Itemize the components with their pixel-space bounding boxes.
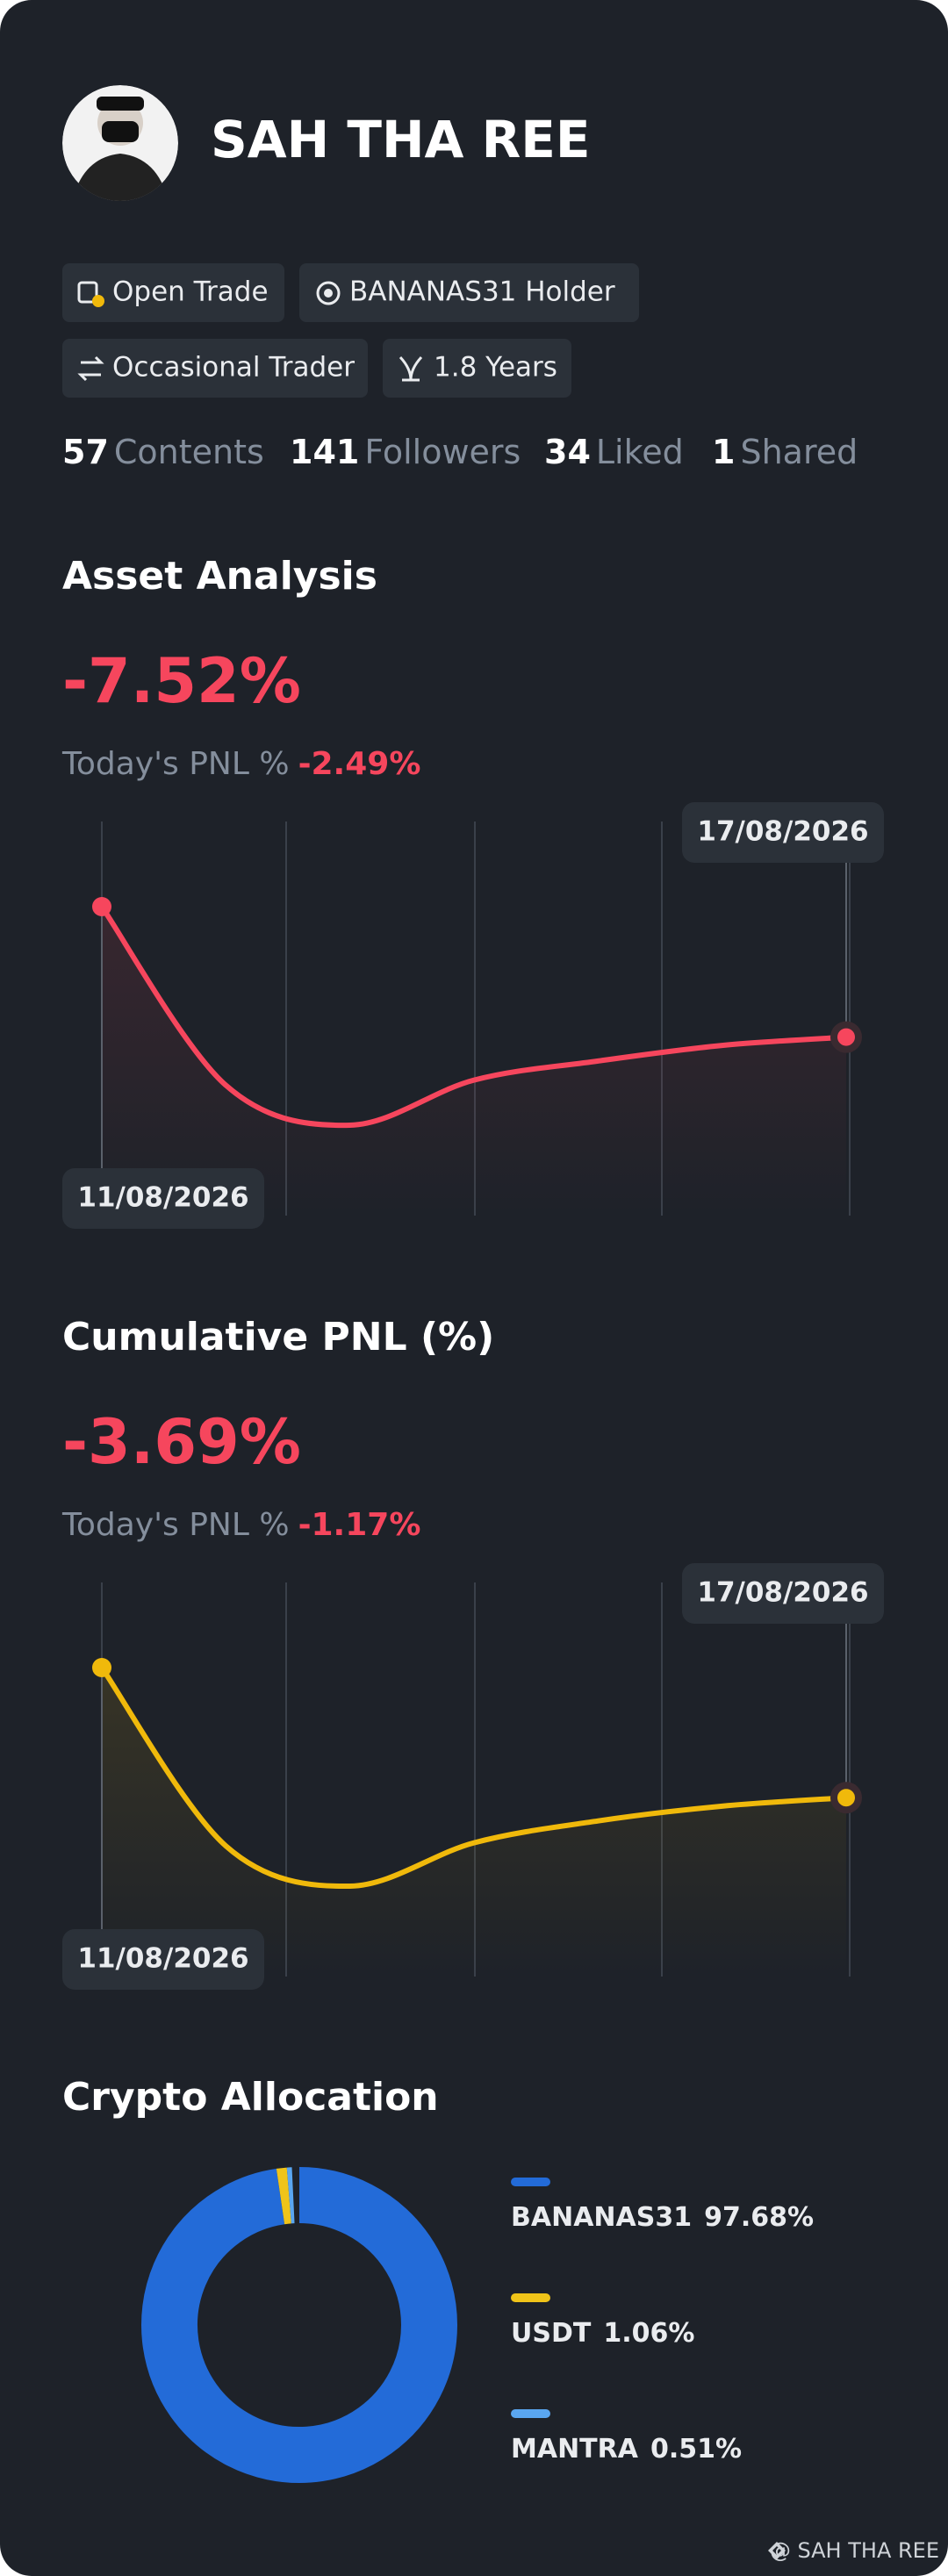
today-pnl-value: -1.17% [298, 1507, 421, 1543]
legend-swatch [511, 2293, 550, 2302]
today-pnl: Today's PNL % -1.17% [61, 1507, 420, 1543]
footer-logo [768, 2542, 786, 2559]
legend-swatch [511, 2409, 550, 2418]
date-bubble [682, 1563, 884, 1624]
tag-icon [77, 355, 104, 382]
date-label: 17/08/2026 [697, 1577, 868, 1609]
tag [62, 339, 368, 398]
date-bubble [62, 1929, 264, 1990]
legend-swatch [511, 2178, 550, 2186]
tag-label: Open Trade [112, 276, 269, 308]
tag-icon [77, 281, 104, 307]
section-title: Crypto Allocation [62, 2075, 439, 2120]
tag-icon [316, 281, 341, 305]
area [102, 1668, 846, 1977]
stat: 57 Contents [62, 433, 264, 471]
start-dot [92, 897, 111, 916]
today-pnl-label: Today's PNL % [61, 746, 290, 782]
tag-label: Occasional Trader [112, 352, 355, 384]
stat-value: 1 [712, 433, 735, 471]
stat-label: Liked [596, 433, 684, 471]
line [99, 904, 849, 1129]
profile-name: SAH THA REE [211, 110, 590, 169]
section-title: Cumulative PNL (%) [62, 1315, 494, 1360]
legend-entry: USDT 1.06% [511, 2318, 694, 2349]
stat: 1 Shared [712, 433, 858, 471]
donut-segment [276, 2167, 292, 2225]
line [99, 1665, 849, 1890]
date-bubble [62, 1168, 264, 1229]
end-dot [830, 1021, 862, 1053]
total-pnl: -3.69% [62, 1406, 301, 1478]
stat-label: Followers [364, 433, 521, 471]
legend-value: 97.68% [704, 2202, 814, 2233]
stat: 34 Liked [544, 433, 684, 471]
stat-label: Shared [740, 433, 858, 471]
stat-value: 57 [62, 433, 109, 471]
stat-value: 141 [290, 433, 359, 471]
end-dot [830, 1782, 862, 1814]
legend-name: BANANAS31 [511, 2202, 692, 2233]
tag [62, 263, 284, 322]
tag-icon [399, 355, 423, 382]
date-label: 11/08/2026 [77, 1943, 248, 1975]
tag [299, 263, 639, 322]
stat: 141 Followers [290, 433, 521, 471]
stats: 57 Contents 141 Followers 34 Liked 1 Shared [62, 433, 858, 471]
legend-entry: BANANAS31 97.68% [511, 2202, 814, 2233]
today-pnl-label: Today's PNL % [61, 1507, 290, 1543]
date-bubble [682, 802, 884, 863]
footer-watermark: @ SAH THA REE [770, 2538, 939, 2563]
donut-segment [141, 2167, 457, 2483]
tag-label: BANANAS31 Holder [349, 276, 615, 308]
legend-name: MANTRA [511, 2434, 639, 2465]
legend-name: USDT [511, 2318, 592, 2349]
area [102, 907, 846, 1216]
section-title: Asset Analysis [62, 554, 377, 599]
tag-label: 1.8 Years [434, 352, 557, 384]
stat-label: Contents [114, 433, 264, 471]
date-label: 11/08/2026 [77, 1182, 248, 1214]
stat-value: 34 [544, 433, 591, 471]
today-pnl-value: -2.49% [298, 746, 421, 782]
legend-entry: MANTRA 0.51% [511, 2434, 742, 2465]
charts: Asset Analysis-7.52%Today's PNL % -2.49%1… [61, 554, 884, 2483]
start-dot [92, 1658, 111, 1677]
today-pnl: Today's PNL % -2.49% [61, 746, 420, 782]
tag [383, 339, 571, 398]
legend-value: 0.51% [650, 2434, 742, 2465]
legend-value: 1.06% [603, 2318, 694, 2349]
date-label: 17/08/2026 [697, 816, 868, 848]
total-pnl: -7.52% [62, 645, 301, 717]
